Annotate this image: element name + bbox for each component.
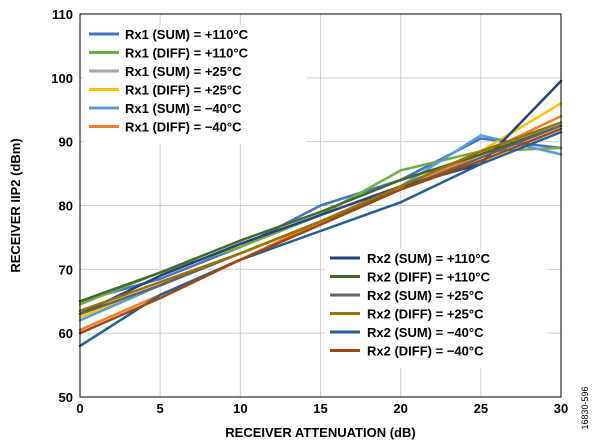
x-tick-label: 15 <box>313 401 327 416</box>
x-tick-label: 20 <box>393 401 407 416</box>
legend-label: Rx1 (SUM) = +110°C <box>125 27 249 42</box>
series-line-10 <box>78 121 563 313</box>
y-axis-title: RECEIVER IIP2 (dBm) <box>8 138 23 272</box>
y-tick-label: 50 <box>59 390 73 405</box>
legend-label: Rx1 (DIFF) = −40°C <box>125 120 242 135</box>
legend-label: Rx2 (DIFF) = +25°C <box>367 307 484 322</box>
series-line-1 <box>78 137 563 303</box>
y-tick-label: 110 <box>52 7 73 22</box>
x-tick-label: 5 <box>157 401 164 416</box>
figure-id: 16830-596 <box>580 386 590 429</box>
series-lines <box>78 79 563 348</box>
plot-frame <box>79 13 562 398</box>
y-tick-label: 90 <box>59 135 73 150</box>
legend-label: Rx1 (DIFF) = +25°C <box>125 83 242 98</box>
legend-label: Rx1 (SUM) = −40°C <box>125 101 242 116</box>
x-tick-label: 30 <box>554 401 568 416</box>
series-line-8 <box>78 124 563 303</box>
series-line-12 <box>78 127 563 335</box>
y-tick-label: 70 <box>59 262 73 277</box>
x-tick-label: 0 <box>76 401 83 416</box>
legend-label: Rx2 (SUM) = +25°C <box>367 288 484 303</box>
legend-box <box>84 25 306 144</box>
legends: Rx1 (SUM) = +110°C Rx1 (DIFF) = +110°C Rx1… <box>84 25 547 368</box>
x-tick-label: 25 <box>474 401 488 416</box>
legend-label: Rx2 (SUM) = +110°C <box>367 251 491 266</box>
y-tick-label: 100 <box>51 71 73 86</box>
y-tick-label: 60 <box>59 326 73 341</box>
legend-label: Rx1 (DIFF) = +110°C <box>125 46 249 61</box>
legend-label: Rx2 (DIFF) = −40°C <box>367 344 484 359</box>
legend-label: Rx2 (DIFF) = +110°C <box>367 270 491 285</box>
y-axis-ticks: 50 60 70 80 90 100 110 <box>51 7 73 405</box>
legend-label: Rx2 (SUM) = −40°C <box>367 325 484 340</box>
legend-label: Rx1 (SUM) = +25°C <box>125 64 242 79</box>
y-tick-label: 80 <box>59 199 73 214</box>
x-axis-ticks: 0 5 10 15 20 25 30 <box>76 401 568 416</box>
x-tick-label: 10 <box>233 401 247 416</box>
series-line-11 <box>78 130 563 348</box>
x-axis-title: RECEIVER ATTENUATION (dB) <box>225 425 415 440</box>
legend-box <box>325 249 547 368</box>
